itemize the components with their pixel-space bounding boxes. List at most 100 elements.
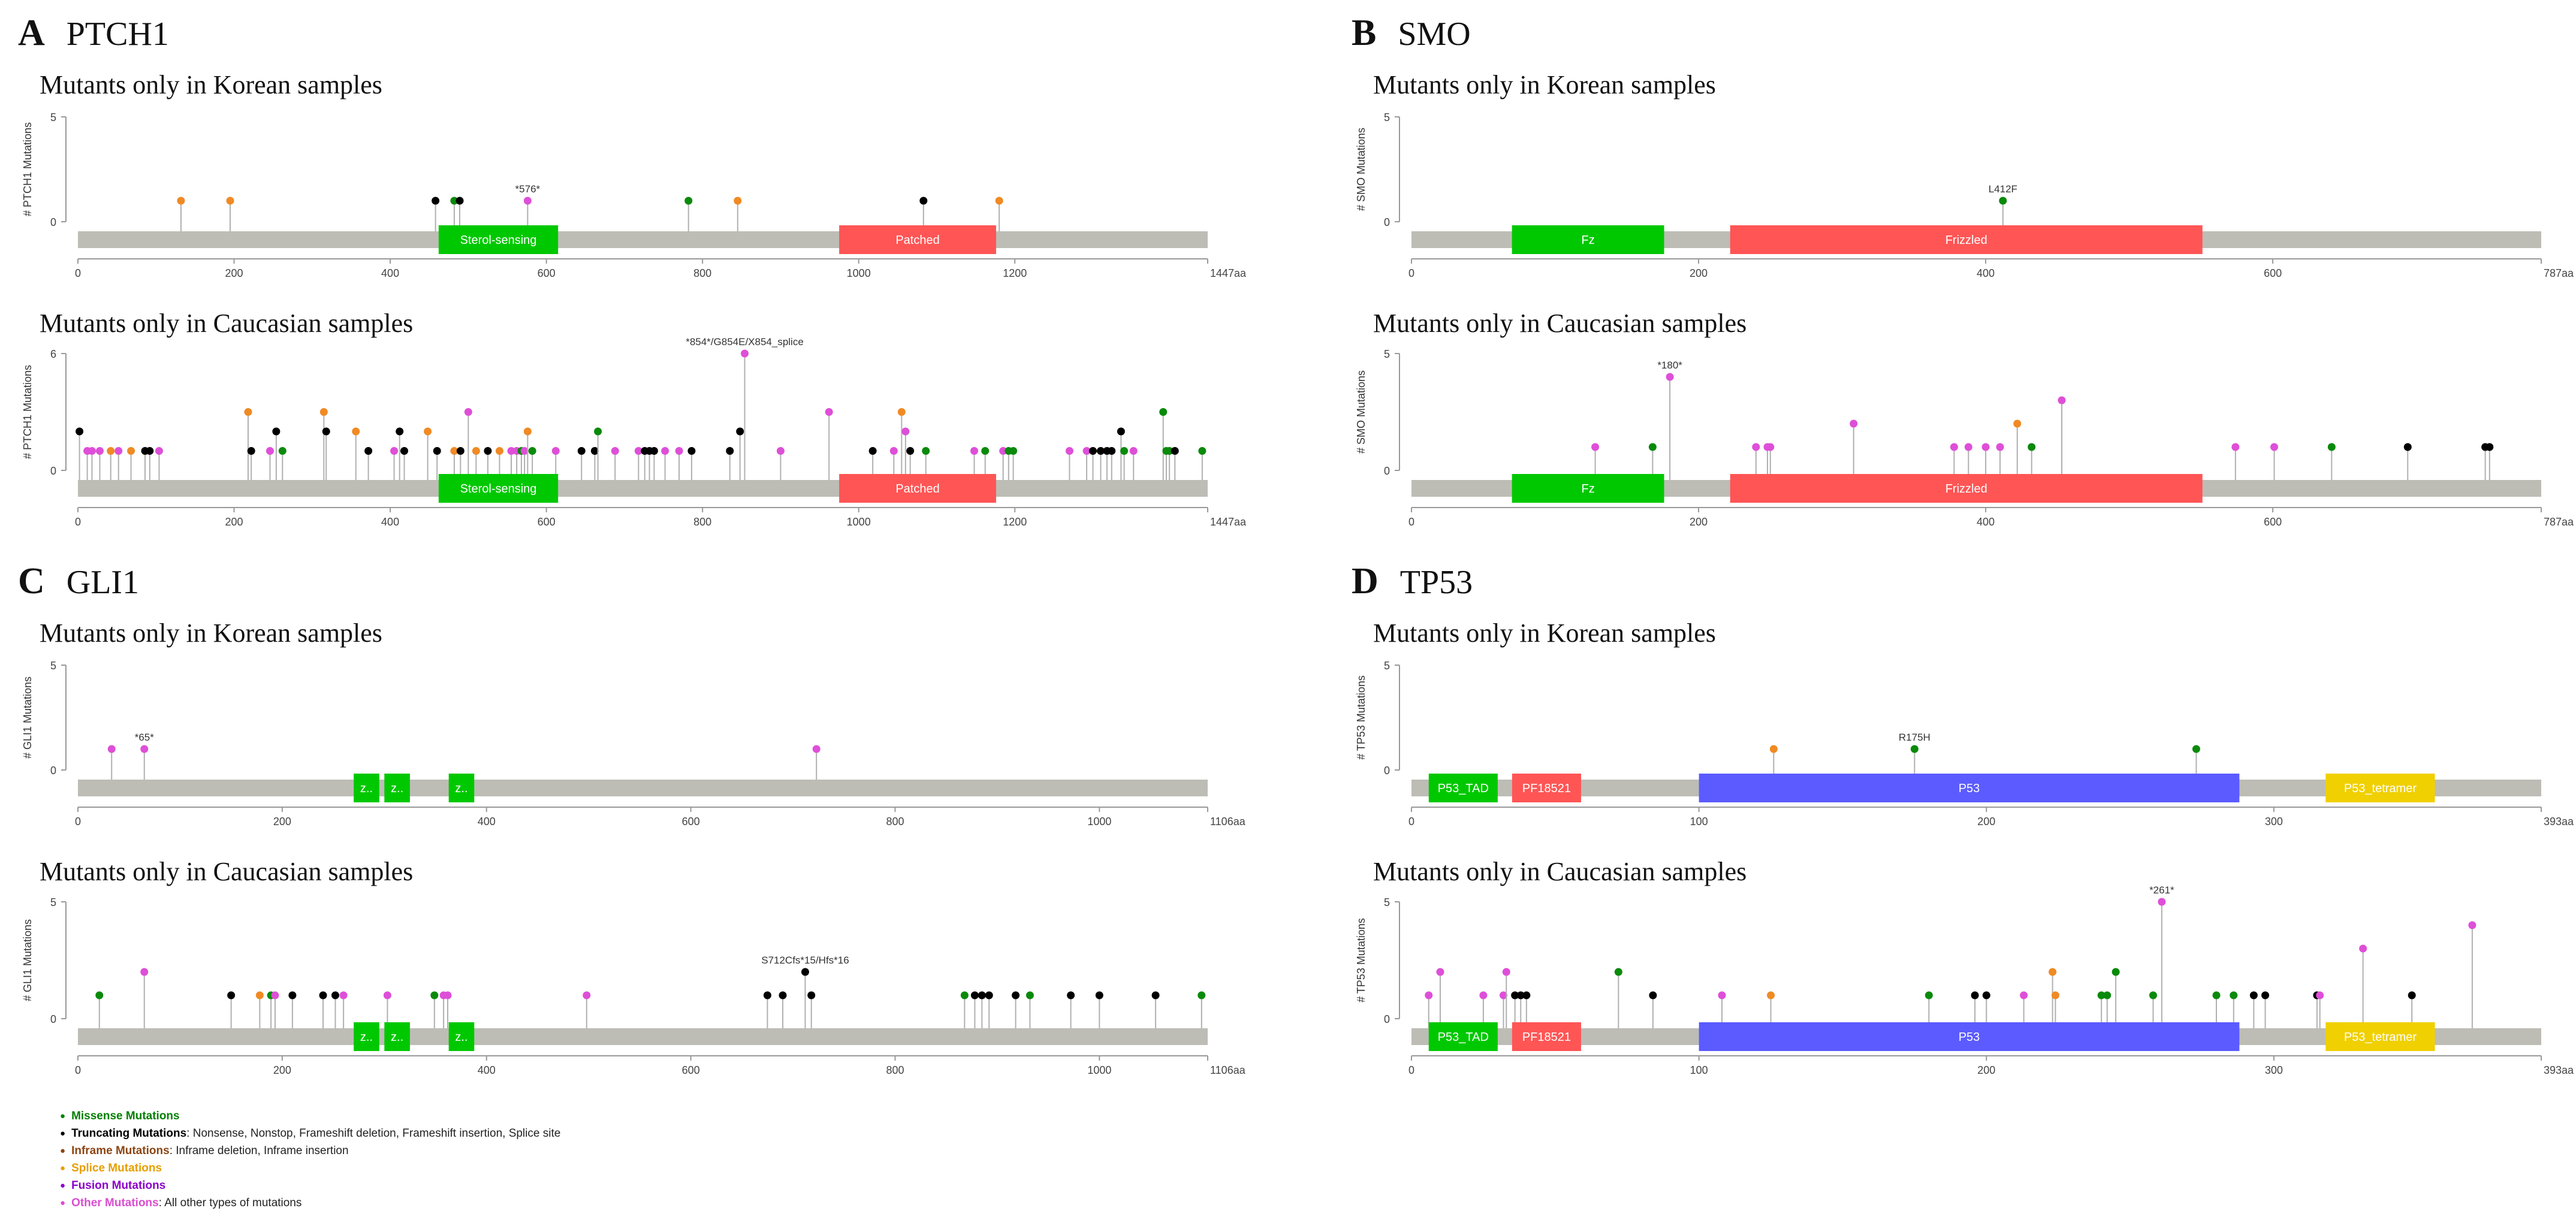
- lollipop-chart-tp53-korean: 0 5 # TP53 Mutations R175H P53_TAD PF18521 P53…: [1355, 660, 2574, 828]
- x-tick-label: 1000: [847, 267, 871, 279]
- mutation-other-point: [1766, 443, 1775, 451]
- lollipop-chart-smo-korean: 0 5 # SMO Mutations L412F Fz Frizzled 0 200 400 6…: [1355, 111, 2574, 279]
- x-tick-label: 800: [886, 816, 904, 828]
- mutation-truncating-point: [1108, 447, 1116, 455]
- legend-item-other: ● Other Mutations : All other types of m…: [60, 1194, 560, 1212]
- panel-b-header: B SMO: [1352, 12, 1471, 66]
- protein-backbone: [78, 1028, 1208, 1045]
- x-tick-label: 200: [1690, 516, 1708, 528]
- x-tick-label: 600: [2264, 516, 2282, 528]
- x-tick-label: 800: [693, 267, 711, 279]
- mutation-truncating-point: [2249, 991, 2258, 999]
- x-tick-label: 200: [1977, 816, 1995, 828]
- mutation-other-point: [1964, 443, 1972, 451]
- legend-dot-icon: ●: [60, 1146, 66, 1156]
- mutation-other-point: [140, 968, 149, 976]
- mutation-missense-point: [430, 991, 439, 999]
- mutation-truncating-point: [985, 991, 993, 999]
- mutation-truncating-point: [1067, 991, 1075, 999]
- domain-block: [839, 474, 996, 503]
- mutation-other-point: [88, 447, 96, 455]
- mutation-other-point: [114, 447, 123, 455]
- subplot-title: Mutants only in Korean samples: [1373, 618, 1716, 648]
- mutation-truncating-point: [484, 447, 492, 455]
- mutation-splice-point: [2049, 968, 2057, 976]
- mutation-other-point: [1502, 968, 1510, 976]
- subplot-title: Mutants only in Caucasian samples: [40, 309, 414, 338]
- mutation-truncating-point: [1117, 427, 1125, 436]
- domain-block: [1428, 774, 1498, 802]
- legend-label: Missense Mutations: [71, 1110, 180, 1122]
- domain-label: Patched: [895, 482, 939, 496]
- mutation-truncating-point: [801, 968, 809, 976]
- mutation-splice-point: [1769, 745, 1778, 753]
- mutation-other-point: [1950, 443, 1958, 451]
- x-tick-label: 200: [225, 516, 243, 528]
- mutation-splice-point: [127, 447, 135, 455]
- domain-block: [448, 1022, 475, 1051]
- domain-label: Fz: [1581, 234, 1594, 247]
- mutation-other-point: [2020, 991, 2028, 999]
- x-tick-label: 0: [1408, 816, 1414, 828]
- mutation-splice-point: [995, 197, 1003, 205]
- legend-label: Inframe Mutations: [71, 1145, 170, 1157]
- mutation-other-point: [2270, 443, 2278, 451]
- mutation-other-point: [551, 447, 560, 455]
- mutation-truncating-point: [456, 447, 464, 455]
- mutation-other-point: [464, 408, 472, 416]
- x-axis-end-label: 1447aa: [1210, 516, 1247, 528]
- mutation-truncating-point: [76, 427, 84, 436]
- mutation-other-point: [583, 991, 591, 999]
- y-tick-label: 0: [1384, 465, 1390, 477]
- legend-label: Truncating Mutations: [71, 1127, 187, 1140]
- domain-label: PF18521: [1522, 782, 1571, 795]
- x-tick-label: 800: [886, 1064, 904, 1076]
- x-tick-label: 600: [682, 1064, 700, 1076]
- x-tick-label: 400: [478, 1064, 496, 1076]
- mutation-truncating-point: [978, 991, 986, 999]
- mutation-legend: ● Missense Mutations ● Truncating Mutati…: [60, 1107, 560, 1212]
- mutation-missense-point: [2149, 991, 2157, 999]
- y-axis-title: # PTCH1 Mutations: [22, 365, 34, 459]
- x-tick-label: 200: [1690, 267, 1708, 279]
- domain-block: [2325, 774, 2435, 802]
- mutation-missense-point: [1648, 443, 1657, 451]
- mutation-truncating-point: [1516, 991, 1525, 999]
- x-tick-label: 600: [538, 267, 556, 279]
- domain-label: z..: [391, 782, 403, 795]
- legend-item-splice: ● Splice Mutations: [60, 1159, 560, 1177]
- x-tick-label: 200: [1977, 1064, 1995, 1076]
- mutation-splice-point: [255, 991, 264, 999]
- lollipop-chart-tp53-caucasian: 0 5 # TP53 Mutations *261* P53_TAD PF18521 P53…: [1355, 884, 2574, 1076]
- x-tick-label: 0: [75, 267, 81, 279]
- mutation-other-point: [1752, 443, 1760, 451]
- mutation-truncating-point: [807, 991, 816, 999]
- mutation-missense-point: [278, 447, 286, 455]
- lollipop-chart-ptch1-korean: 0 5 # PTCH1 Mutations *576* Sterol-sensing Pa…: [22, 111, 1247, 279]
- mutation-splice-point: [352, 427, 360, 436]
- y-axis-title: # TP53 Mutations: [1355, 675, 1367, 760]
- subplot-title: Mutants only in Caucasian samples: [1373, 857, 1747, 886]
- mutation-truncating-point: [456, 197, 464, 205]
- x-axis-end-label: 787aa: [2544, 267, 2574, 279]
- panel-gene-title: TP53: [1399, 564, 1473, 601]
- mutation-missense-point: [1165, 447, 1174, 455]
- panel-gene-title: PTCH1: [66, 16, 169, 53]
- mutation-missense-point: [684, 197, 693, 205]
- mutation-other-point: [611, 447, 619, 455]
- mutation-truncating-point: [1511, 991, 1519, 999]
- y-tick-label: 0: [1384, 1013, 1390, 1025]
- mutation-truncating-point: [919, 197, 928, 205]
- mutation-truncating-point: [400, 447, 409, 455]
- mutation-other-point: [1082, 447, 1091, 455]
- legend-desc: : Nonsense, Nonstop, Frameshift deletion…: [186, 1127, 561, 1140]
- mutation-truncating-point: [970, 991, 979, 999]
- x-tick-label: 0: [1408, 516, 1414, 528]
- y-tick-label: 0: [50, 216, 56, 228]
- mutation-truncating-point: [2261, 991, 2270, 999]
- mutation-other-point: [1436, 968, 1444, 976]
- y-tick-label: 5: [1384, 348, 1390, 360]
- mutation-other-point: [901, 427, 910, 436]
- mutation-other-point: [1425, 991, 1433, 999]
- mutation-truncating-point: [1095, 991, 1103, 999]
